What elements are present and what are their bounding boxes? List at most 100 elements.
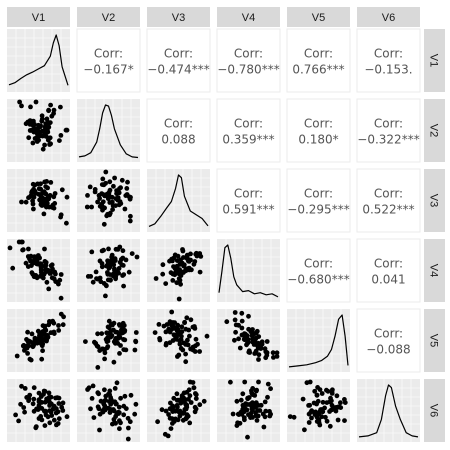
scatter-point bbox=[56, 401, 62, 406]
scatter-point bbox=[156, 322, 162, 327]
scatter-point bbox=[99, 331, 105, 336]
strip-background bbox=[424, 379, 445, 442]
scatter-point bbox=[113, 420, 118, 426]
scatter-point bbox=[31, 396, 37, 402]
scatter-point bbox=[184, 315, 190, 321]
scatter-point bbox=[57, 138, 62, 144]
scatter-point bbox=[97, 348, 103, 353]
scatter-point bbox=[264, 339, 270, 344]
scatter-point bbox=[58, 212, 64, 218]
scatter-point bbox=[38, 193, 44, 199]
scatter-point bbox=[114, 188, 119, 194]
scatter-point bbox=[187, 333, 192, 339]
corr-value: −0.295*** bbox=[287, 203, 349, 217]
scatter-point bbox=[58, 295, 64, 301]
scatter-point bbox=[106, 196, 111, 202]
panel-v1-v1 bbox=[7, 29, 70, 92]
corr-value: 0.766*** bbox=[292, 63, 344, 77]
corr-label: Corr: bbox=[304, 257, 333, 271]
scatter-point bbox=[22, 386, 28, 391]
strip-label: V4 bbox=[242, 12, 255, 24]
scatter-point bbox=[325, 388, 331, 394]
scatter-point bbox=[263, 408, 269, 414]
scatter-point bbox=[45, 127, 50, 133]
scatter-point bbox=[27, 128, 33, 133]
strip-v3-top: V3 bbox=[147, 7, 210, 27]
corr-value: −0.474*** bbox=[147, 63, 209, 77]
scatter-point bbox=[128, 392, 134, 398]
strip-background bbox=[424, 169, 445, 232]
scatter-point bbox=[125, 436, 131, 442]
scatter-point bbox=[58, 311, 64, 317]
scatter-point bbox=[7, 245, 13, 251]
scatter-point bbox=[246, 313, 251, 319]
scatter-point bbox=[168, 426, 174, 431]
corr-label: Corr: bbox=[304, 117, 333, 131]
scatter-point bbox=[153, 276, 159, 281]
scatter-point bbox=[106, 246, 111, 252]
scatter-point bbox=[59, 404, 65, 410]
scatter-point bbox=[103, 180, 108, 186]
scatter-point bbox=[106, 325, 112, 331]
scatter-point bbox=[38, 394, 44, 399]
scatter-point bbox=[106, 318, 112, 324]
scatter-point bbox=[259, 341, 265, 347]
panel-v5-v6: Corr: −0.088 bbox=[356, 308, 421, 373]
scatter-point bbox=[117, 351, 122, 356]
corr-value: −0.167* bbox=[83, 63, 133, 77]
panel-layer: Corr: −0.167* Corr: −0.474*** Corr: −0.780***… bbox=[7, 28, 421, 442]
scatter-point bbox=[108, 397, 114, 402]
panel-v4-v6: Corr: 0.041 bbox=[356, 238, 421, 303]
scatter-point bbox=[45, 414, 51, 420]
scatter-point bbox=[58, 272, 64, 277]
scatter-point bbox=[118, 201, 124, 207]
scatter-point bbox=[41, 271, 47, 277]
scatter-point bbox=[224, 319, 230, 325]
scatter-point bbox=[132, 411, 138, 417]
scatter-point bbox=[30, 340, 36, 346]
scatter-point bbox=[314, 392, 320, 398]
scatter-point bbox=[169, 416, 175, 422]
panel-background bbox=[357, 379, 420, 442]
panel-v1-v6: Corr: −0.153. bbox=[356, 28, 421, 93]
scatter-point bbox=[186, 327, 192, 333]
scatter-point bbox=[93, 269, 99, 275]
panel-v5-v2 bbox=[77, 309, 140, 372]
scatter-point bbox=[165, 433, 171, 439]
scatter-point bbox=[181, 262, 187, 268]
strip-background bbox=[424, 99, 445, 162]
corr-label: Corr: bbox=[164, 47, 193, 61]
strip-v6-top: V6 bbox=[357, 7, 420, 27]
panel-background bbox=[216, 168, 281, 233]
scatter-point bbox=[30, 181, 36, 187]
scatter-point bbox=[106, 265, 112, 271]
corr-value: −0.680*** bbox=[287, 273, 349, 287]
scatter-point bbox=[182, 320, 188, 326]
panel-background bbox=[216, 28, 281, 93]
scatter-point bbox=[173, 264, 178, 270]
scatter-point bbox=[110, 259, 116, 265]
scatter-point bbox=[30, 401, 36, 407]
panel-background bbox=[286, 28, 351, 93]
scatter-point bbox=[336, 404, 342, 410]
scatter-point bbox=[197, 349, 203, 354]
scatter-point bbox=[197, 402, 203, 408]
scatter-point bbox=[109, 254, 115, 260]
scatter-point bbox=[37, 131, 42, 136]
strip-background bbox=[424, 29, 445, 92]
scatter-point bbox=[57, 277, 63, 283]
scatter-point bbox=[234, 423, 240, 428]
scatter-point bbox=[242, 379, 248, 385]
scatter-point bbox=[250, 327, 255, 332]
panel-background bbox=[356, 238, 421, 303]
panel-v3-v6: Corr: 0.522*** bbox=[356, 168, 421, 233]
scatter-point bbox=[38, 123, 43, 129]
scatter-point bbox=[245, 434, 250, 440]
scatter-point bbox=[101, 221, 107, 227]
scatter-point bbox=[256, 403, 261, 408]
scatter-point bbox=[38, 198, 44, 204]
panel-v5-v3 bbox=[147, 309, 210, 372]
scatter-point bbox=[111, 327, 116, 333]
scatter-point bbox=[127, 419, 133, 425]
panel-background bbox=[217, 239, 280, 302]
